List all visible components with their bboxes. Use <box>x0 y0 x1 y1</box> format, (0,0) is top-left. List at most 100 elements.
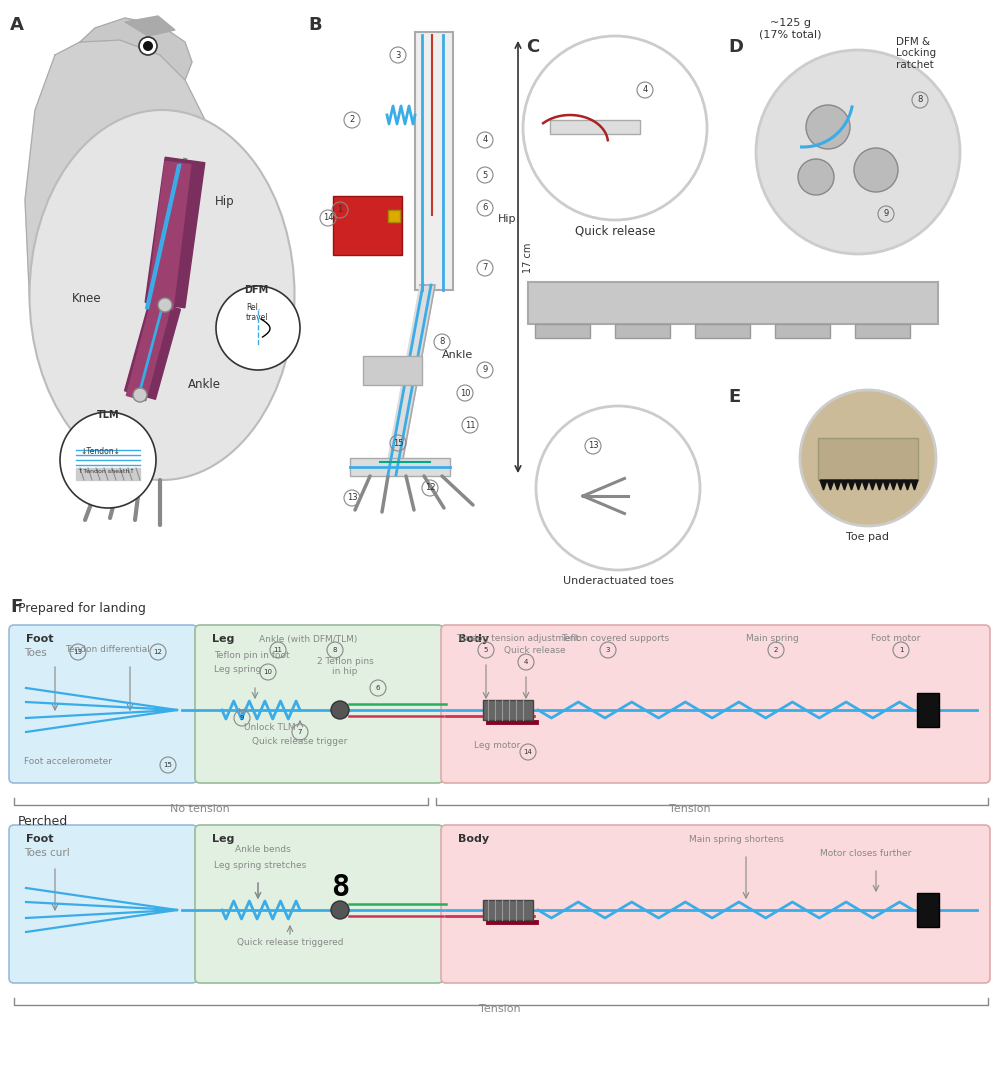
Text: A: A <box>10 16 24 34</box>
Text: 7: 7 <box>482 264 488 273</box>
Text: 8: 8 <box>333 647 337 654</box>
Text: Quick release: Quick release <box>575 224 655 237</box>
FancyBboxPatch shape <box>550 120 640 134</box>
Text: 13: 13 <box>588 442 598 451</box>
FancyBboxPatch shape <box>9 625 197 783</box>
Text: 4: 4 <box>642 85 648 95</box>
Text: No tension: No tension <box>170 804 230 814</box>
Text: 2: 2 <box>774 647 778 654</box>
Text: 4: 4 <box>482 135 488 144</box>
Circle shape <box>800 389 936 526</box>
Text: 10: 10 <box>460 388 470 397</box>
Text: DFM &
Locking
ratchet: DFM & Locking ratchet <box>896 37 936 70</box>
Text: TLM: TLM <box>97 410 119 420</box>
Text: Hip: Hip <box>215 195 235 208</box>
Ellipse shape <box>30 110 294 480</box>
FancyBboxPatch shape <box>441 625 990 783</box>
Text: 15: 15 <box>164 762 172 768</box>
Text: ↑Tendon sheath↑: ↑Tendon sheath↑ <box>78 469 135 473</box>
Text: Body: Body <box>458 634 489 644</box>
Text: Leg spring: Leg spring <box>214 666 261 674</box>
Text: Teflon covered supports: Teflon covered supports <box>561 634 669 643</box>
Text: 11: 11 <box>274 647 283 654</box>
Text: B: B <box>308 16 322 34</box>
Polygon shape <box>855 480 862 490</box>
Circle shape <box>60 412 156 508</box>
Text: Toe pad: Toe pad <box>846 532 890 542</box>
Text: 11: 11 <box>465 420 475 430</box>
Text: Quick release triggered: Quick release triggered <box>237 938 343 947</box>
Text: Foot: Foot <box>26 834 54 844</box>
Text: Prepared for landing: Prepared for landing <box>18 602 146 615</box>
Polygon shape <box>80 17 192 80</box>
Text: 2: 2 <box>349 116 355 124</box>
FancyBboxPatch shape <box>415 32 453 290</box>
Circle shape <box>536 406 700 570</box>
Text: 9: 9 <box>883 209 889 218</box>
FancyBboxPatch shape <box>441 825 990 983</box>
Circle shape <box>523 36 707 220</box>
Polygon shape <box>125 301 180 399</box>
Text: 8: 8 <box>331 874 349 902</box>
Circle shape <box>806 105 850 149</box>
Circle shape <box>216 286 300 370</box>
Polygon shape <box>76 468 140 480</box>
Text: Body: Body <box>458 834 489 844</box>
Circle shape <box>331 901 349 919</box>
Text: 6: 6 <box>376 685 380 691</box>
Text: Motor closes further: Motor closes further <box>820 849 912 858</box>
Polygon shape <box>862 480 869 490</box>
Polygon shape <box>820 480 827 490</box>
Text: 6: 6 <box>482 204 488 213</box>
Circle shape <box>798 159 834 195</box>
Text: Rel.
travel: Rel. travel <box>246 302 268 322</box>
Polygon shape <box>25 40 235 460</box>
Text: Quick release trigger: Quick release trigger <box>252 738 348 746</box>
Text: 9: 9 <box>240 715 244 721</box>
Polygon shape <box>869 480 876 490</box>
Text: 3: 3 <box>606 647 610 654</box>
FancyBboxPatch shape <box>483 900 533 920</box>
Text: Ankle bends: Ankle bends <box>235 846 291 854</box>
FancyBboxPatch shape <box>9 825 197 983</box>
FancyBboxPatch shape <box>350 458 450 476</box>
Text: C: C <box>526 38 539 56</box>
Text: 5: 5 <box>482 170 488 180</box>
Text: Perched: Perched <box>18 815 68 828</box>
FancyBboxPatch shape <box>695 324 750 338</box>
Text: Foot: Foot <box>26 634 54 644</box>
Text: Toes: Toes <box>24 648 47 658</box>
FancyBboxPatch shape <box>388 209 400 221</box>
Text: D: D <box>728 38 743 56</box>
Text: Foot motor: Foot motor <box>871 634 920 643</box>
Text: 1: 1 <box>899 647 903 654</box>
FancyBboxPatch shape <box>195 625 443 783</box>
FancyBboxPatch shape <box>775 324 830 338</box>
FancyBboxPatch shape <box>528 281 938 324</box>
FancyBboxPatch shape <box>917 693 939 727</box>
Polygon shape <box>911 480 918 490</box>
Text: Ankle: Ankle <box>188 377 221 391</box>
Text: 12: 12 <box>154 649 162 655</box>
Polygon shape <box>147 161 191 310</box>
Polygon shape <box>904 480 911 490</box>
Text: Main spring: Main spring <box>746 634 799 643</box>
FancyBboxPatch shape <box>917 894 939 927</box>
Text: 8: 8 <box>439 337 445 347</box>
Circle shape <box>158 298 172 312</box>
Polygon shape <box>125 16 175 36</box>
Text: Leg motor: Leg motor <box>474 741 520 750</box>
Text: Tendon tension adjustment: Tendon tension adjustment <box>456 634 579 643</box>
Text: Leg spring stretches: Leg spring stretches <box>214 861 306 870</box>
Polygon shape <box>848 480 855 490</box>
Text: Leg: Leg <box>212 634 234 644</box>
Text: Main spring shortens: Main spring shortens <box>689 835 783 844</box>
Text: F: F <box>10 598 22 616</box>
Text: Toes curl: Toes curl <box>24 848 70 858</box>
Polygon shape <box>385 285 435 475</box>
Circle shape <box>143 41 153 51</box>
FancyBboxPatch shape <box>535 324 590 338</box>
Text: Tension: Tension <box>669 804 711 814</box>
Text: 15: 15 <box>393 439 403 447</box>
Text: Ankle (with DFM/TLM): Ankle (with DFM/TLM) <box>259 635 357 644</box>
